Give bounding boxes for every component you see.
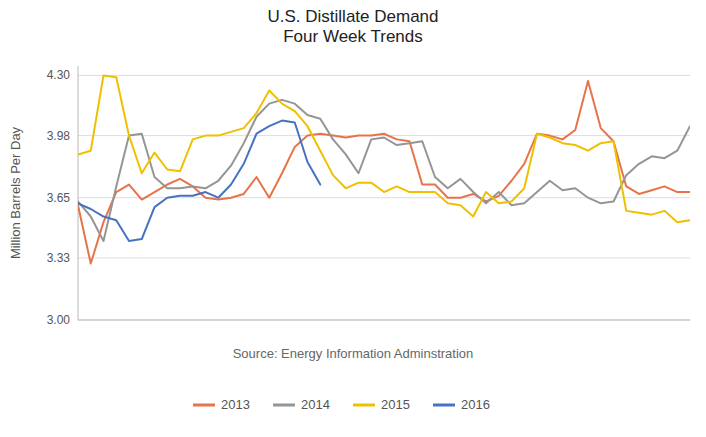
y-tick-label: 3.98 [47,129,71,143]
legend-swatch [273,404,295,407]
y-tick-label: 4.30 [47,68,71,82]
y-axis-line [78,66,79,320]
legend-label: 2013 [221,397,250,412]
legend-label: 2015 [381,397,410,412]
title: U.S. Distillate DemandFour Week Trends [267,7,438,46]
legend-swatch [193,404,215,407]
annotation: Source: Energy Information Adminstration [233,346,474,361]
grid-line [78,257,690,258]
grid [78,75,690,320]
legend: 2013 2014 2015 2016 [193,397,490,412]
legend-label: 2014 [301,397,330,412]
series-line [78,75,690,222]
y-tick-label: 3.65 [47,191,71,205]
legend-swatch [353,404,375,407]
y-tick-label: 3.33 [47,251,71,265]
legend-swatch [433,404,455,407]
series-line [78,81,690,264]
plot-area [78,75,690,263]
grid-line [78,320,690,321]
legend-label: 2016 [461,397,490,412]
chart: U.S. Distillate DemandFour Week Trends 3.… [0,0,706,437]
y-axis-label: Million Barrels Per Day [8,126,23,259]
grid-line [78,135,690,136]
y-tick-label: 3.00 [47,313,71,327]
x-axis-line [78,320,690,321]
series-line [78,121,320,241]
grid-line [78,75,690,76]
